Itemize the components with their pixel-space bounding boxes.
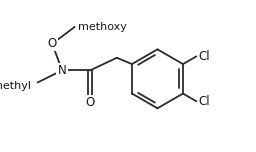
Text: Cl: Cl <box>198 50 210 63</box>
Text: Cl: Cl <box>198 95 210 108</box>
Text: methyl: methyl <box>0 81 31 91</box>
Text: O: O <box>86 96 95 109</box>
Text: methoxy: methoxy <box>78 22 127 32</box>
Text: N: N <box>58 64 66 77</box>
Text: O: O <box>48 37 57 50</box>
